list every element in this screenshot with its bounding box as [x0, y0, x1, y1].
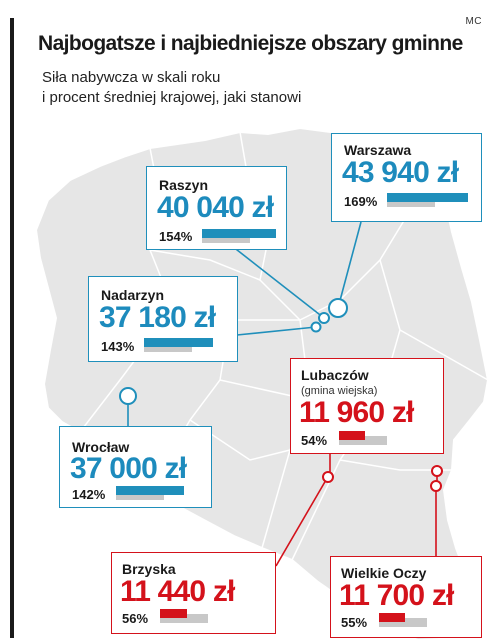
purchasing-power-value: 37 000 zł — [70, 452, 187, 485]
purchasing-power-value: 37 180 zł — [99, 301, 216, 334]
national-average-bar — [379, 618, 427, 627]
percent-bar — [144, 338, 213, 347]
national-average-bar — [160, 614, 208, 623]
national-average-bar — [387, 198, 435, 207]
purchasing-power-value: 11 700 zł — [339, 579, 454, 612]
area-name: Lubaczów — [301, 367, 369, 383]
purchasing-power-value: 11 960 zł — [299, 396, 414, 429]
marker-lubaczow — [431, 465, 443, 477]
area-name: Warszawa — [344, 142, 412, 158]
area-name: Wielkie Oczy — [341, 565, 427, 581]
left-accent-bar — [10, 18, 14, 638]
area-name: Nadarzyn — [101, 287, 165, 303]
percent-label: 56% — [122, 611, 149, 626]
percent-label: 55% — [341, 615, 368, 630]
percent-bar — [116, 486, 184, 495]
card-nadarzyn: Nadarzyn 37 180 zł 143% — [88, 276, 238, 362]
purchasing-power-value: 11 440 zł — [120, 575, 235, 608]
area-name: Wrocław — [72, 439, 130, 455]
purchasing-power-value: 43 940 zł — [342, 156, 459, 189]
card-warszawa: Warszawa 43 940 zł 169% — [331, 133, 482, 222]
leader-lines — [127, 221, 438, 567]
purchasing-power-value: 40 040 zł — [157, 191, 274, 224]
percent-label: 154% — [159, 229, 193, 244]
percent-bar — [387, 193, 468, 202]
national-average-bar — [339, 436, 387, 445]
card-raszyn: Raszyn 40 040 zł 154% — [146, 166, 287, 250]
national-average-bar — [144, 343, 192, 352]
marker-warszawa — [328, 298, 348, 318]
area-name: Raszyn — [159, 177, 209, 193]
national-average-bar — [116, 491, 164, 500]
percent-label: 143% — [101, 339, 135, 354]
marker-wroclaw — [119, 387, 137, 405]
percent-bar — [379, 613, 405, 622]
percent-bar — [160, 609, 187, 618]
area-note: (gmina wiejska) — [301, 385, 378, 397]
page-title: Najbogatsze i najbiedniejsze obszary gmi… — [38, 32, 463, 55]
marker-raszyn — [318, 312, 330, 324]
national-average-bar — [202, 234, 250, 243]
subtitle-line-2: i procent średniej krajowej, jaki stanow… — [42, 89, 302, 106]
marker-wielkie-oczy — [430, 480, 442, 492]
marker-nadarzyn — [310, 321, 322, 333]
percent-label: 142% — [72, 487, 106, 502]
subtitle: Siła nabywcza w skali roku i procent śre… — [42, 68, 301, 108]
percent-bar — [339, 431, 365, 440]
percent-bar — [202, 229, 276, 238]
card-wielkie-oczy: Wielkie Oczy 11 700 zł 55% — [330, 556, 482, 638]
author-credit: MC — [465, 16, 482, 27]
marker-brzyska — [322, 471, 334, 483]
percent-label: 169% — [344, 194, 378, 209]
card-brzyska: Brzyska 11 440 zł 56% — [111, 552, 276, 634]
percent-label: 54% — [301, 433, 328, 448]
subtitle-line-1: Siła nabywcza w skali roku — [42, 69, 221, 86]
card-wroclaw: Wrocław 37 000 zł 142% — [59, 426, 212, 508]
location-markers — [119, 298, 443, 492]
card-lubaczow: Lubaczów (gmina wiejska) 11 960 zł 54% — [290, 358, 444, 454]
area-name: Brzyska — [122, 561, 176, 577]
